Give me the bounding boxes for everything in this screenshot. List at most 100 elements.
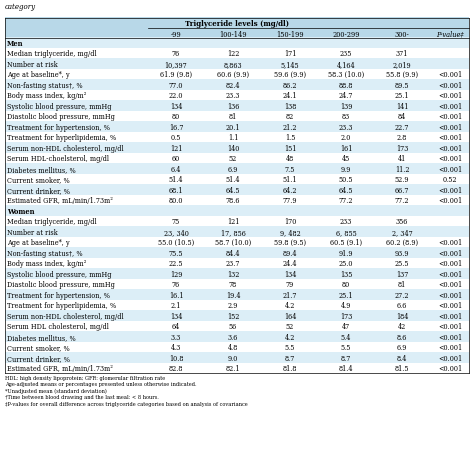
Text: 41: 41 <box>398 155 406 163</box>
Text: Median triglyceride, mg/dl: Median triglyceride, mg/dl <box>7 218 97 226</box>
Text: 2, 347: 2, 347 <box>392 228 412 236</box>
Text: 5.5: 5.5 <box>341 343 351 352</box>
Bar <box>5 38 469 48</box>
Text: <0.001: <0.001 <box>438 165 462 174</box>
Text: 141: 141 <box>396 102 408 111</box>
Text: 80: 80 <box>342 280 350 289</box>
Text: Number at risk: Number at risk <box>7 228 58 236</box>
Text: 5,145: 5,145 <box>281 61 299 68</box>
Text: 58.3 (10.0): 58.3 (10.0) <box>328 71 364 79</box>
Text: 19.4: 19.4 <box>226 291 240 299</box>
Bar <box>5 310 469 321</box>
Text: 81: 81 <box>229 113 237 121</box>
Text: 75.5: 75.5 <box>169 249 183 257</box>
Bar <box>5 352 469 363</box>
Text: <0.001: <0.001 <box>438 155 462 163</box>
Text: Treatment for hyperlipidemia, %: Treatment for hyperlipidemia, % <box>7 302 116 309</box>
Bar <box>5 237 469 247</box>
Text: 91.9: 91.9 <box>339 249 353 257</box>
Text: 8.6: 8.6 <box>397 333 407 341</box>
Text: 8,863: 8,863 <box>224 61 242 68</box>
Bar <box>5 174 469 185</box>
Text: 55.0 (10.5): 55.0 (10.5) <box>158 239 194 247</box>
Text: 161: 161 <box>340 145 352 152</box>
Text: 173: 173 <box>340 312 352 320</box>
Text: 88.8: 88.8 <box>339 82 353 90</box>
Text: 25.1: 25.1 <box>339 291 353 299</box>
Text: 6.4: 6.4 <box>171 165 181 174</box>
Text: Number at risk: Number at risk <box>7 61 58 68</box>
Text: <0.001: <0.001 <box>438 312 462 320</box>
Text: *Unadjusted mean (standard deviation): *Unadjusted mean (standard deviation) <box>5 388 107 393</box>
Text: 150-199: 150-199 <box>276 31 304 39</box>
Text: Age-adjusted means or percentages presented unless otherwise indicated.: Age-adjusted means or percentages presen… <box>5 382 197 386</box>
Text: 4.3: 4.3 <box>171 343 181 352</box>
Text: <0.001: <0.001 <box>438 145 462 152</box>
Text: 121: 121 <box>170 145 182 152</box>
Text: <0.001: <0.001 <box>438 239 462 247</box>
Text: 1.5: 1.5 <box>285 134 295 142</box>
Text: <0.001: <0.001 <box>438 302 462 309</box>
Bar <box>5 195 469 206</box>
Text: 20.1: 20.1 <box>226 123 240 131</box>
Text: 81.8: 81.8 <box>283 364 297 372</box>
Text: P-value‡: P-value‡ <box>436 31 464 39</box>
Text: 45: 45 <box>342 155 350 163</box>
Text: 152: 152 <box>227 312 239 320</box>
Text: 6, 855: 6, 855 <box>336 228 356 236</box>
Text: <0.001: <0.001 <box>438 113 462 121</box>
Text: 84: 84 <box>398 113 406 121</box>
Text: Serum HDL cholesterol, mg/dl: Serum HDL cholesterol, mg/dl <box>7 323 109 330</box>
Text: 80.0: 80.0 <box>169 197 183 205</box>
Text: 61.9 (9.8): 61.9 (9.8) <box>160 71 192 79</box>
Text: 134: 134 <box>170 102 182 111</box>
Text: 121: 121 <box>227 218 239 226</box>
Text: Treatment for hypertension, %: Treatment for hypertension, % <box>7 123 110 131</box>
Text: 82.8: 82.8 <box>169 364 183 372</box>
Text: 4.8: 4.8 <box>228 343 238 352</box>
Text: -99: -99 <box>171 31 182 39</box>
Text: 21.7: 21.7 <box>283 291 297 299</box>
Text: 10,397: 10,397 <box>164 61 187 68</box>
Text: 80: 80 <box>172 113 180 121</box>
Text: category: category <box>5 3 36 11</box>
Text: 170: 170 <box>284 218 296 226</box>
Text: 9.0: 9.0 <box>228 354 238 362</box>
Text: 184: 184 <box>396 312 408 320</box>
Text: <0.001: <0.001 <box>438 343 462 352</box>
Text: 5.4: 5.4 <box>341 333 351 341</box>
Text: <0.001: <0.001 <box>438 102 462 111</box>
Text: 200-299: 200-299 <box>332 31 360 39</box>
Text: <0.001: <0.001 <box>438 186 462 194</box>
Text: 9, 482: 9, 482 <box>280 228 301 236</box>
Text: 2.8: 2.8 <box>397 134 407 142</box>
Text: <0.001: <0.001 <box>438 291 462 299</box>
Text: Current drinker, %: Current drinker, % <box>7 354 70 362</box>
Text: 17, 856: 17, 856 <box>220 228 246 236</box>
Text: 356: 356 <box>396 218 408 226</box>
Bar <box>5 153 469 164</box>
Bar <box>5 363 469 373</box>
Bar <box>5 18 469 39</box>
Text: Serum HDL-choelsterol, mg/dl: Serum HDL-choelsterol, mg/dl <box>7 155 109 163</box>
Text: 82.1: 82.1 <box>226 364 240 372</box>
Text: 129: 129 <box>170 270 182 278</box>
Bar <box>5 185 469 195</box>
Text: Women: Women <box>7 207 35 215</box>
Text: 132: 132 <box>227 270 239 278</box>
Text: 9.9: 9.9 <box>341 165 351 174</box>
Text: 4.2: 4.2 <box>285 333 295 341</box>
Bar <box>5 59 469 69</box>
Bar <box>5 279 469 289</box>
Text: <0.001: <0.001 <box>438 82 462 90</box>
Text: 25.1: 25.1 <box>395 92 409 100</box>
Text: 22.5: 22.5 <box>169 260 183 268</box>
Text: 24.7: 24.7 <box>339 92 353 100</box>
Text: 139: 139 <box>340 102 352 111</box>
Text: 76: 76 <box>172 50 180 58</box>
Text: 23.3: 23.3 <box>226 92 240 100</box>
Text: <0.001: <0.001 <box>438 354 462 362</box>
Text: 22.7: 22.7 <box>395 123 409 131</box>
Text: 6.9: 6.9 <box>228 165 238 174</box>
Text: Men: Men <box>7 39 24 48</box>
